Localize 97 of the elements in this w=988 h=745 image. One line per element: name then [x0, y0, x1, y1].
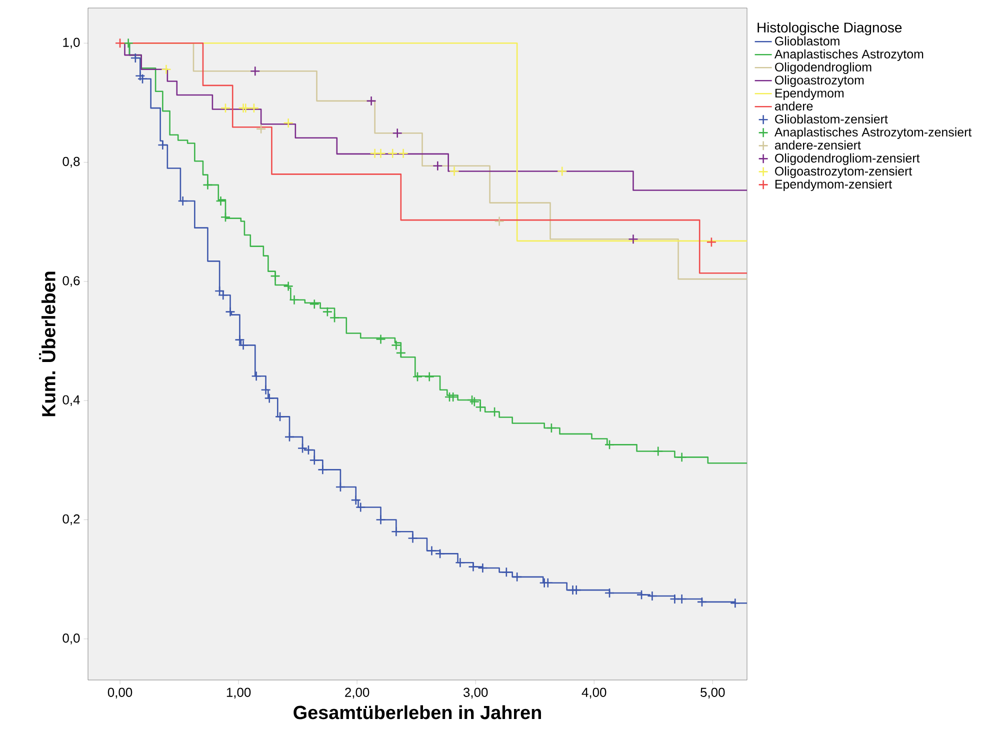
x-tick-label: 3,00 [463, 688, 488, 698]
point [706, 236, 717, 248]
x-tick-label: 5,00 [700, 688, 725, 698]
y-tick-label: 0,0 [62, 634, 80, 644]
point [556, 166, 568, 176]
point [220, 212, 231, 222]
point [412, 372, 423, 382]
point [408, 533, 418, 544]
point [214, 286, 225, 296]
point [114, 38, 126, 48]
point [494, 216, 504, 226]
legend-label: Glioblastom-zensiert [775, 114, 888, 124]
point [376, 148, 386, 158]
point [284, 432, 295, 442]
point [274, 412, 286, 422]
y-tick-label: 0,6 [62, 276, 80, 287]
legend-label: andere-zensiert [774, 140, 861, 150]
legend-title: Histologische Diagnose [758, 22, 902, 36]
point [730, 598, 740, 608]
point [135, 70, 146, 82]
point [647, 590, 658, 602]
point [466, 394, 478, 406]
point [676, 452, 687, 462]
point [449, 166, 460, 176]
legend-label: Anaplastisches Astrozytom [774, 49, 924, 61]
point [391, 526, 402, 537]
legend-label: Glioblastom [775, 36, 840, 46]
legend-label: Anaplastisches Astrozytom-zensiert [774, 127, 972, 140]
point [318, 464, 328, 475]
point [283, 281, 294, 292]
legend-label: Oligoastrozytom-zensiert [775, 166, 912, 178]
x-axis-title: Gesamtüberleben in Jahren [294, 705, 541, 720]
point [309, 298, 320, 310]
point [216, 196, 226, 206]
point [309, 455, 320, 466]
point [424, 372, 434, 382]
point [670, 594, 680, 604]
point [468, 562, 478, 572]
point [225, 306, 236, 317]
point [251, 371, 262, 382]
point [455, 558, 466, 568]
point [376, 334, 386, 344]
point [696, 596, 708, 608]
legend-label: Ependymom [775, 88, 844, 100]
point [512, 572, 522, 582]
point [260, 384, 271, 395]
x-tick-label: 0,00 [108, 688, 132, 698]
point [240, 102, 251, 114]
point [426, 546, 437, 556]
point [432, 160, 443, 171]
point [335, 482, 346, 492]
point [178, 196, 188, 206]
point [489, 406, 500, 418]
point [628, 234, 638, 244]
point [130, 52, 141, 64]
point [501, 567, 512, 578]
x-tick-label: 1,00 [226, 688, 251, 698]
point [123, 38, 134, 48]
point [202, 180, 213, 190]
legend-label: Ependymom-zensiert [775, 179, 892, 192]
point [448, 392, 458, 402]
point [220, 102, 231, 114]
point [376, 514, 386, 525]
point [604, 440, 615, 450]
point [652, 446, 664, 456]
point [256, 124, 266, 134]
point [546, 422, 557, 434]
point [289, 294, 300, 306]
point [366, 96, 376, 106]
point [434, 548, 446, 559]
y-tick-label: 0,2 [62, 514, 80, 526]
legend-label: Oligodendrogliom [775, 62, 872, 74]
point [137, 74, 148, 84]
point [248, 102, 260, 114]
point [270, 270, 280, 282]
legend-label: Oligodendrogliom-zensiert [775, 153, 920, 166]
point [161, 64, 172, 74]
y-tick-label: 0,4 [62, 395, 80, 406]
point [676, 594, 687, 604]
point [398, 148, 408, 158]
point [250, 66, 260, 76]
x-tick-label: 2,00 [345, 688, 370, 698]
point [392, 128, 402, 138]
point [604, 588, 615, 598]
point [387, 148, 398, 158]
point [264, 393, 274, 404]
legend-label: Oligoastrozytom [775, 75, 864, 87]
point [636, 590, 647, 600]
y-axis-title: Kum. Überleben [39, 272, 56, 416]
x-tick-label: 4,00 [582, 688, 606, 698]
y-tick-label: 0,8 [62, 156, 80, 168]
point [283, 118, 294, 128]
y-tick-label: 1,0 [63, 38, 80, 48]
point [571, 584, 582, 596]
legend-label: andere [774, 101, 813, 111]
point [478, 562, 488, 574]
point [158, 140, 168, 150]
